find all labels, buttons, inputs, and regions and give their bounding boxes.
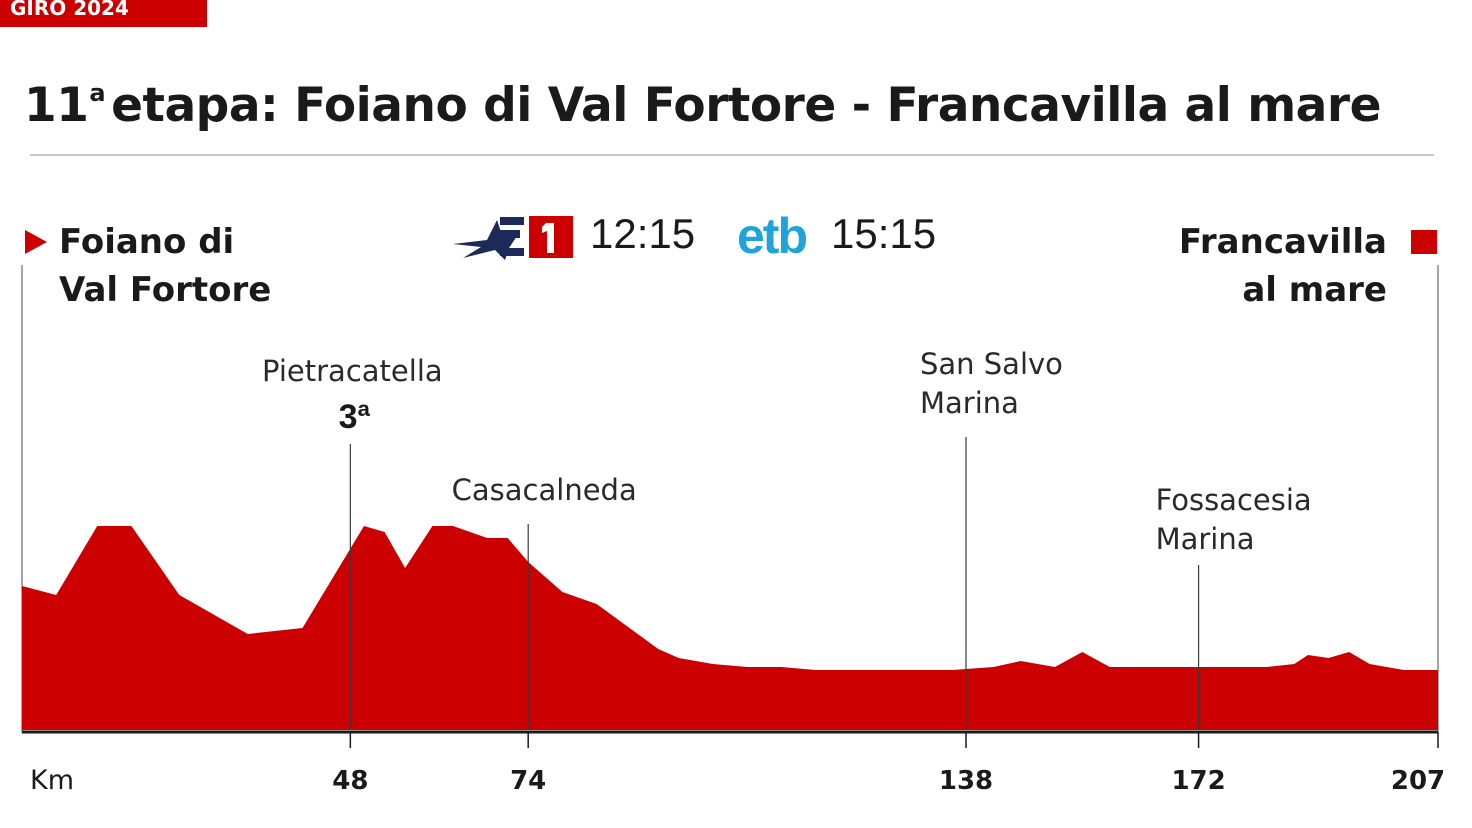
end-city-line-1: Francavilla	[1178, 222, 1387, 262]
x-tick-label-138: 138	[939, 766, 993, 796]
title-text: etapa: Foiano di Val Fortore - Francavil…	[111, 78, 1381, 133]
x-tick-label-74: 74	[510, 766, 546, 796]
landmark-label-172: Fossacesia Marina	[1156, 483, 1312, 556]
x-tick-label-207: 207	[1391, 766, 1445, 796]
landmark-label-138: San Salvo Marina	[920, 347, 1063, 420]
title-divider	[30, 154, 1434, 156]
end-city-line-2: al mare	[1242, 270, 1387, 310]
end-city: Francavilla al mare	[1179, 218, 1387, 314]
landmark-label-74: Casacalneda	[452, 473, 637, 507]
climb-category-48: 3ª	[339, 398, 371, 436]
x-tick-label-48: 48	[332, 766, 368, 796]
start-city-line-1: Foiano di	[59, 222, 235, 262]
landmark-label-48: Pietracatella	[262, 354, 443, 388]
etb-time: 15:15	[831, 210, 937, 257]
etb-logo: etb	[737, 208, 808, 264]
start-city-line-2: Val Fortore	[59, 270, 272, 310]
page-title: 11a etapa: Foiano di Val Fortore - Franca…	[24, 78, 1381, 133]
title-number: 11	[24, 78, 89, 133]
elevation-profile-area	[22, 526, 1438, 730]
start-city: Foiano di Val Fortore	[59, 218, 271, 314]
x-axis-label: Km	[30, 765, 74, 796]
finish-square-icon	[1411, 230, 1437, 254]
tve-la1-logo-icon	[453, 216, 573, 260]
title-superscript: a	[89, 79, 106, 107]
start-triangle-icon	[25, 230, 47, 254]
x-tick-label-172: 172	[1171, 766, 1225, 796]
tve-time: 12:15	[590, 210, 696, 257]
giro-badge: GIRO 2024	[0, 0, 207, 27]
